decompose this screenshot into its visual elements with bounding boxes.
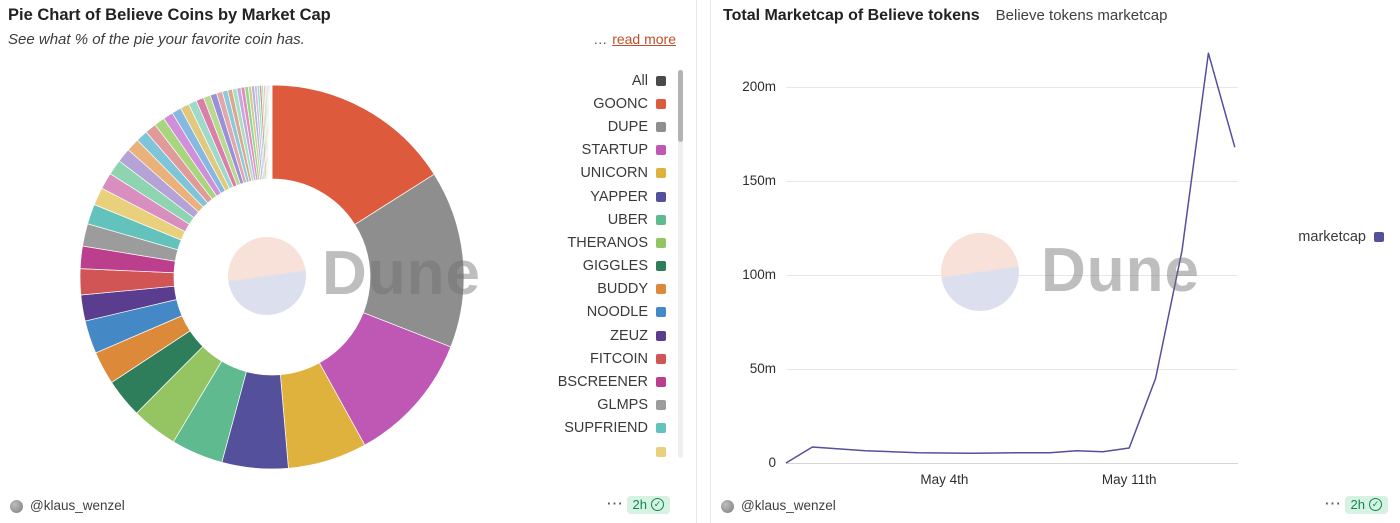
author-handle[interactable]: @klaus_wenzel bbox=[741, 498, 836, 513]
legend-label: GLMPS bbox=[597, 397, 648, 414]
dune-watermark-logo bbox=[941, 233, 1019, 311]
legend-swatch bbox=[656, 145, 666, 156]
line-legend-item[interactable]: marketcap bbox=[1298, 229, 1384, 245]
freshness-time: 2h bbox=[632, 497, 647, 512]
legend-item-dupe[interactable]: DUPE bbox=[608, 115, 666, 138]
card-footer: @klaus_wenzel ⋯ 2h ✓ bbox=[711, 489, 1400, 523]
pie-slice-goonc[interactable] bbox=[271, 84, 435, 226]
dune-watermark-logo bbox=[228, 237, 306, 315]
x-axis-label: May 4th bbox=[920, 472, 969, 487]
author-avatar-icon bbox=[10, 500, 23, 513]
pie-legend: All GOONC DUPE STARTUP UNICORN YAPPER UBER THER… bbox=[558, 69, 666, 463]
legend-item-buddy[interactable]: BUDDY bbox=[597, 278, 666, 301]
marketcap-line-series[interactable] bbox=[785, 52, 1236, 464]
legend-item-startup[interactable]: STARTUP bbox=[582, 139, 666, 162]
legend-swatch bbox=[656, 261, 666, 272]
card-footer: @klaus_wenzel ⋯ 2h ✓ bbox=[0, 489, 696, 523]
gridline bbox=[786, 369, 1238, 370]
pie-slice[interactable] bbox=[271, 84, 273, 180]
legend-swatch bbox=[656, 191, 666, 202]
legend-item-supfriend[interactable]: SUPFRIEND bbox=[564, 417, 666, 440]
legend-label: NOODLE bbox=[586, 304, 648, 321]
freshness-badge[interactable]: 2h ✓ bbox=[626, 496, 670, 514]
legend-item-all[interactable]: All bbox=[632, 69, 666, 92]
legend-item-fitcoin[interactable]: FITCOIN bbox=[590, 347, 666, 370]
donut-chart-svg bbox=[79, 84, 465, 470]
legend-label: THERANOS bbox=[567, 234, 648, 251]
line-legend-swatch bbox=[1374, 232, 1384, 242]
line-chart-subtitle: Believe tokens marketcap bbox=[995, 7, 1168, 24]
legend-swatch bbox=[656, 307, 666, 318]
card-menu-button[interactable]: ⋯ bbox=[606, 494, 624, 513]
gridline bbox=[786, 87, 1238, 88]
legend-swatch bbox=[656, 75, 666, 86]
legend-swatch bbox=[656, 330, 666, 341]
line-legend-label: marketcap bbox=[1298, 229, 1366, 245]
legend-label: UBER bbox=[607, 211, 648, 228]
marketcap-line-svg bbox=[785, 52, 1236, 464]
legend-item-noodle[interactable]: NOODLE bbox=[587, 301, 666, 324]
legend-item-unicorn[interactable]: UNICORN bbox=[580, 162, 666, 185]
y-axis-label: 0 bbox=[768, 455, 776, 470]
author-avatar-icon bbox=[721, 500, 734, 513]
legend-item-yapper[interactable]: YAPPER bbox=[590, 185, 666, 208]
check-icon: ✓ bbox=[1369, 498, 1382, 511]
read-more-ellipsis: … bbox=[593, 31, 608, 47]
y-axis-label: 50m bbox=[749, 361, 776, 376]
check-icon: ✓ bbox=[651, 498, 664, 511]
y-axis-label: 100m bbox=[742, 267, 776, 282]
legend-item-giggles[interactable]: GIGGLES bbox=[583, 255, 666, 278]
legend-label: GIGGLES bbox=[582, 258, 648, 275]
legend-swatch bbox=[656, 168, 666, 179]
legend-label: FITCOIN bbox=[590, 350, 648, 367]
gridline bbox=[786, 463, 1238, 464]
legend-swatch bbox=[656, 446, 666, 457]
legend-item-glmps[interactable]: GLMPS bbox=[597, 394, 666, 417]
legend-label: YAPPER bbox=[590, 188, 648, 205]
legend-swatch bbox=[656, 121, 666, 132]
legend-swatch bbox=[656, 284, 666, 295]
legend-label: SUPFRIEND bbox=[564, 420, 648, 437]
legend-swatch bbox=[656, 353, 666, 364]
line-chart-title: Total Marketcap of Believe tokens bbox=[723, 7, 980, 24]
legend-swatch bbox=[656, 377, 666, 388]
author-handle[interactable]: @klaus_wenzel bbox=[30, 498, 125, 513]
donut-chart bbox=[79, 84, 465, 470]
legend-label: BSCREENER bbox=[557, 374, 648, 391]
legend-label: All bbox=[631, 72, 648, 89]
card-menu-button[interactable]: ⋯ bbox=[1324, 494, 1342, 513]
legend-swatch bbox=[656, 237, 666, 248]
freshness-badge[interactable]: 2h ✓ bbox=[1344, 496, 1388, 514]
legend-item[interactable] bbox=[648, 440, 666, 463]
pie-chart-card: Pie Chart of Believe Coins by Market Cap… bbox=[0, 0, 697, 523]
legend-item-theranos[interactable]: THERANOS bbox=[567, 231, 666, 254]
pie-chart-title: Pie Chart of Believe Coins by Market Cap bbox=[8, 6, 331, 24]
legend-label: STARTUP bbox=[581, 142, 648, 159]
x-axis-label: May 11th bbox=[1101, 472, 1157, 487]
legend-scrollbar-track[interactable] bbox=[678, 70, 683, 458]
legend-item-uber[interactable]: UBER bbox=[608, 208, 666, 231]
legend-swatch bbox=[656, 98, 666, 109]
legend-item-zeuz[interactable]: ZEUZ bbox=[610, 324, 666, 347]
gridline bbox=[786, 181, 1238, 182]
legend-swatch bbox=[656, 400, 666, 411]
line-chart-card: Total Marketcap of Believe tokens Believ… bbox=[710, 0, 1400, 523]
legend-label: UNICORN bbox=[580, 165, 648, 182]
legend-swatch bbox=[656, 214, 666, 225]
y-axis-label: 200m bbox=[742, 79, 776, 94]
legend-scrollbar-thumb[interactable] bbox=[678, 70, 683, 142]
pie-chart-subtitle: See what % of the pie your favorite coin… bbox=[8, 31, 305, 48]
read-more-link[interactable]: read more bbox=[612, 31, 676, 47]
dune-watermark-text: Dune bbox=[322, 239, 481, 308]
legend-swatch bbox=[656, 423, 666, 434]
y-axis-label: 150m bbox=[742, 173, 776, 188]
legend-label: ZEUZ bbox=[610, 327, 648, 344]
legend-item-goonc[interactable]: GOONC bbox=[593, 92, 666, 115]
dune-watermark-text: Dune bbox=[1041, 236, 1200, 305]
legend-label: GOONC bbox=[593, 95, 648, 112]
legend-label: DUPE bbox=[607, 118, 648, 135]
legend-item-bscreener[interactable]: BSCREENER bbox=[558, 370, 666, 393]
legend-label: BUDDY bbox=[597, 281, 648, 298]
freshness-time: 2h bbox=[1350, 497, 1365, 512]
